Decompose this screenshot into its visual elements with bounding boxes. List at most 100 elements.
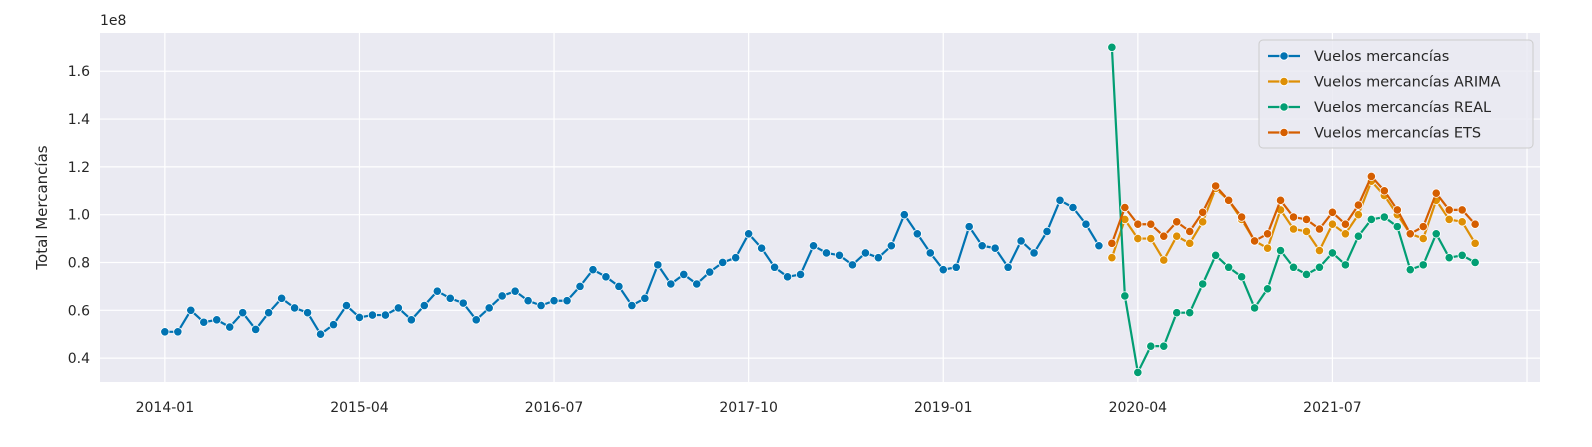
data-point — [1366, 214, 1376, 225]
data-point — [1262, 284, 1273, 294]
data-point — [1444, 205, 1454, 215]
data-point — [238, 308, 248, 318]
data-point — [1185, 226, 1195, 236]
data-point — [1457, 250, 1467, 260]
data-point — [627, 300, 637, 311]
data-point — [1353, 231, 1363, 241]
data-point — [1211, 181, 1221, 191]
data-point — [302, 308, 313, 318]
data-point — [1159, 231, 1169, 241]
data-point — [1470, 257, 1480, 268]
data-point — [445, 293, 455, 303]
data-point — [1444, 253, 1454, 263]
data-point — [951, 262, 961, 272]
data-point — [1353, 200, 1363, 210]
data-point — [315, 329, 326, 339]
data-point — [419, 300, 429, 311]
y-tick-label: 1.2 — [68, 160, 90, 176]
data-point — [1418, 260, 1428, 270]
data-point — [264, 308, 274, 318]
data-point — [1301, 214, 1312, 225]
data-point — [1379, 212, 1389, 222]
x-tick-label: 2021-07 — [1303, 400, 1362, 416]
data-point — [640, 293, 650, 303]
data-point — [860, 248, 871, 258]
data-point — [834, 250, 845, 260]
data-point — [977, 241, 987, 251]
series — [1107, 171, 1480, 248]
data-point — [432, 286, 442, 296]
data-point — [1457, 205, 1467, 215]
data-point — [1457, 217, 1467, 227]
data-point — [795, 269, 806, 280]
data-point — [1159, 341, 1169, 351]
data-point — [1327, 207, 1338, 217]
data-point — [354, 312, 365, 323]
y-tick-label: 0.8 — [68, 255, 90, 271]
y-scale-label: 1e8 — [100, 13, 126, 29]
data-point — [328, 320, 339, 330]
data-point — [1146, 219, 1156, 229]
data-point — [1314, 224, 1325, 234]
data-point — [212, 315, 222, 325]
data-point — [679, 269, 689, 280]
data-point — [1444, 214, 1454, 225]
data-point — [912, 229, 922, 239]
data-point — [510, 286, 520, 296]
series — [160, 195, 1104, 339]
data-point — [1262, 229, 1273, 239]
data-point — [1198, 217, 1208, 227]
data-point — [1366, 171, 1376, 182]
legend-marker — [1279, 51, 1289, 61]
y-tick-label: 0.4 — [68, 351, 90, 367]
data-point — [1224, 195, 1234, 205]
data-point — [1392, 205, 1402, 215]
data-point — [821, 248, 832, 258]
data-point — [1418, 233, 1428, 244]
data-point — [1224, 262, 1234, 272]
data-point — [614, 281, 624, 291]
data-point — [873, 253, 883, 263]
data-point — [367, 310, 378, 320]
data-point — [731, 253, 741, 263]
data-point — [1275, 245, 1286, 256]
data-point — [1211, 250, 1221, 260]
data-point — [406, 315, 416, 325]
data-point — [160, 327, 170, 337]
data-point — [1172, 308, 1182, 318]
data-point — [1431, 188, 1441, 198]
data-point — [173, 327, 183, 337]
data-point — [1198, 279, 1208, 289]
data-point — [1353, 210, 1363, 220]
data-point — [1327, 248, 1338, 258]
data-point — [1107, 42, 1117, 52]
data-point — [1133, 367, 1143, 378]
data-point — [1288, 262, 1299, 272]
data-point — [1237, 272, 1247, 282]
data-point — [1094, 241, 1104, 251]
data-point — [1340, 260, 1351, 270]
data-point — [1470, 238, 1480, 248]
data-point — [186, 305, 196, 315]
data-point — [718, 257, 728, 268]
data-point — [1301, 226, 1312, 236]
data-point — [458, 298, 468, 308]
data-point — [471, 315, 481, 325]
tick-labels: 0.4 0.6 0.8 1.0 1.2 1.4 1.6 2014-01 2015-04 2016-… — [68, 64, 1362, 416]
data-point — [1249, 236, 1260, 246]
data-point — [1198, 207, 1208, 217]
data-point — [1081, 219, 1091, 229]
data-point — [393, 303, 403, 313]
y-tick-label: 0.6 — [68, 303, 90, 319]
y-tick-label: 1.4 — [68, 112, 90, 128]
data-point — [1470, 219, 1480, 229]
data-point — [1327, 219, 1338, 229]
data-point — [964, 222, 974, 232]
data-point — [990, 243, 1000, 253]
data-point — [1392, 222, 1402, 232]
legend-marker — [1279, 127, 1289, 138]
data-point — [886, 241, 896, 251]
data-point — [1055, 195, 1065, 205]
data-point — [705, 267, 715, 277]
